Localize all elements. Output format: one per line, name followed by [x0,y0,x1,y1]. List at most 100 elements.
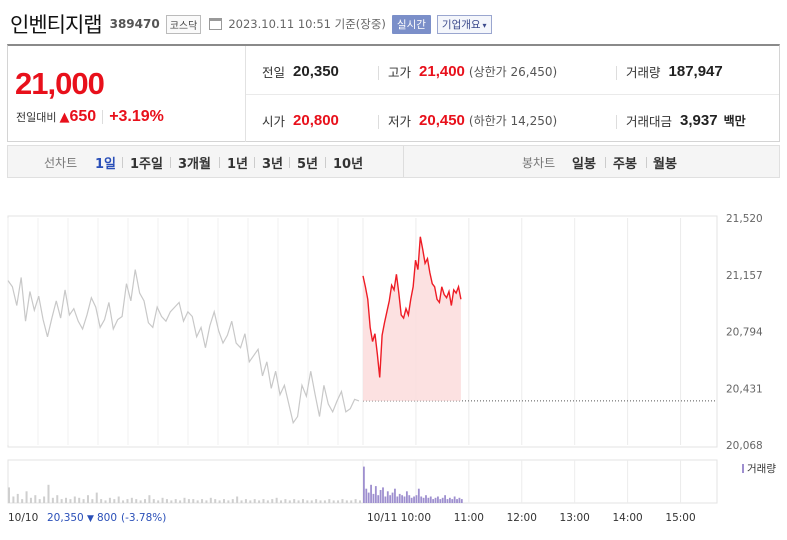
divider [122,157,123,168]
volume-bar [126,499,129,503]
change-label: 전일대비 [16,111,57,124]
period-10y[interactable]: 10년 [333,157,364,172]
volume-bar [293,499,296,503]
volume-bar [441,497,444,503]
volume-bar [43,496,46,503]
volume-bar [408,495,411,503]
stat-label: 고가 [388,65,412,80]
chart-areas [363,236,461,401]
company-overview-label: 기업개요 [441,18,481,31]
series-line-prev-day [7,269,360,425]
volume-bar [214,499,217,503]
volume-bar [179,500,182,503]
volume-bar [201,499,204,503]
volume-bar [458,497,461,503]
prev-close-value: 20,350 [47,512,84,524]
period-3m[interactable]: 3개월 [178,157,211,172]
volume-legend: 거래량 [742,463,776,475]
volume-bar [288,500,291,503]
volume-bar [413,496,415,503]
x-tick-label: 13:00 [560,512,590,524]
volume-bar [377,495,380,503]
y-tick-label: 20,431 [726,383,763,395]
stock-header: 인벤티지랩 389470 코스닥 2023.10.11 10:51 기준(장중)… [10,8,492,40]
y-axis-labels: 21,520 21,157 20,794 20,431 20,068 [726,213,763,452]
period-5y[interactable]: 5년 [297,157,319,172]
volume-bar [244,499,247,503]
candle-daily[interactable]: 일봉 [572,157,596,172]
volume-bar [113,499,116,503]
volume-bar [306,500,309,503]
candle-monthly[interactable]: 월봉 [653,157,677,172]
volume-bar [8,487,10,503]
volume-bar [301,499,304,503]
upper-limit: (상한가 26,450) [468,65,558,79]
volume-bar [170,500,173,503]
stat-label: 거래대금 [626,114,673,129]
volume-bar [365,488,368,503]
period-1y[interactable]: 1년 [227,157,249,172]
stat-label: 전일 [262,65,286,80]
volume-bar [284,499,287,503]
divider [170,157,171,168]
volume-bar [183,497,186,503]
stat-value: 20,450 [419,112,465,129]
volume-bar [310,500,313,503]
volume-bar [91,499,94,503]
candle-chart-label: 봉차트 [522,156,556,170]
stat-value: 3,937 [680,112,718,129]
price-change: 650 [69,108,97,125]
volume-bar [117,496,120,503]
period-3y[interactable]: 3년 [262,157,284,172]
stat-prev-close: 전일 20,350 [262,62,339,81]
current-price: 21,000 [15,66,105,101]
series-line-today [362,236,462,378]
realtime-button[interactable]: 실시간 [391,14,431,34]
volume-bar [354,499,357,503]
stat-value: 21,400 [419,63,465,80]
series-area-today [363,236,461,401]
volume-bar [209,497,212,503]
prev-change-pct: (-3.78%) [121,512,166,524]
x-tick-label: 11:00 [454,512,484,524]
stat-low: 저가 20,450 (하한가 14,250) [388,111,557,130]
volume-bar [231,499,234,503]
company-overview-button[interactable]: 기업개요 ▾ [436,14,492,34]
period-1d[interactable]: 1일 [95,157,117,172]
volume-bar [139,500,142,503]
divider [102,110,104,124]
volume-bar [122,500,125,503]
x-tick-label: 10/11 [367,512,397,524]
volume-bar [323,500,326,503]
volume-bar [359,500,361,503]
x-tick-label: 14:00 [612,512,642,524]
stat-unit: 백만 [723,114,746,128]
volume-bar [222,499,225,503]
stat-value: 187,947 [668,63,723,80]
y-tick-label: 20,068 [726,440,763,452]
volume-bar [367,492,370,503]
quote-datetime: 2023.10.11 10:51 기준(장중) [228,17,386,31]
current-price-panel: 21,000 전일대비 ▲ 650 +3.19% [8,46,246,142]
period-1w[interactable]: 1주일 [130,157,163,172]
volume-bar [345,500,348,503]
volume-bar [218,500,221,503]
volume-bar [372,493,375,503]
volume-bar [374,486,377,503]
volume-bar [192,499,195,503]
divider [378,115,379,129]
volume-bar [29,497,32,503]
volume-bar [25,491,28,503]
divider [605,157,606,168]
volume-bar [253,499,256,503]
calendar-icon [209,18,223,30]
divider [403,146,404,177]
volume-bar [332,500,335,503]
candle-weekly[interactable]: 주봉 [613,157,637,172]
volume-bar [363,466,365,503]
market-badge: 코스닥 [165,14,202,34]
volume-bar [448,497,451,503]
volume-bar [65,497,68,503]
volume-bar [69,499,72,503]
